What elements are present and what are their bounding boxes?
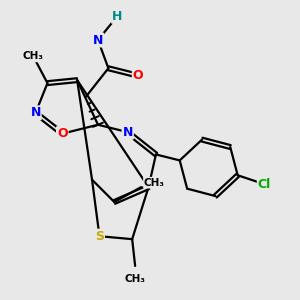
Text: CH₃: CH₃	[22, 51, 43, 62]
Text: S: S	[95, 230, 104, 243]
Text: N: N	[122, 126, 133, 139]
Text: O: O	[57, 127, 68, 140]
Text: CH₃: CH₃	[124, 274, 146, 284]
Text: N: N	[30, 106, 41, 119]
Text: Cl: Cl	[258, 178, 271, 191]
Text: H: H	[112, 10, 122, 23]
Text: CH₃: CH₃	[144, 178, 165, 188]
Text: N: N	[93, 34, 103, 46]
Text: O: O	[133, 69, 143, 82]
